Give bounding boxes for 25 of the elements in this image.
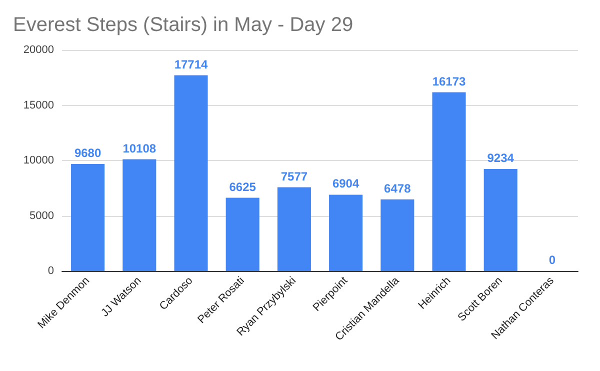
y-tick-label: 20000	[23, 44, 54, 56]
data-label: 6478	[384, 181, 412, 196]
data-label: 9680	[74, 146, 102, 160]
y-tick-label: 5000	[30, 210, 54, 222]
data-label: 9234	[487, 150, 514, 165]
y-tick-label: 0	[48, 265, 54, 277]
data-label: 17714	[174, 57, 208, 72]
bar	[329, 194, 363, 271]
data-label: 0	[548, 253, 556, 267]
bar	[380, 199, 414, 271]
data-label: 7577	[280, 169, 308, 184]
data-label: 10108	[122, 141, 156, 156]
bar	[122, 159, 156, 271]
bar	[484, 168, 518, 271]
bar	[226, 198, 260, 271]
data-label: 16173	[432, 74, 466, 88]
bar	[174, 75, 208, 271]
bar	[432, 92, 466, 271]
y-tick-label: 15000	[23, 99, 54, 112]
data-label: 6625	[229, 180, 256, 194]
bar	[277, 187, 311, 271]
data-label: 6904	[332, 176, 360, 191]
chart-title: Everest Steps (Stairs) in May - Day 29	[13, 14, 354, 36]
y-tick-label: 10000	[23, 154, 54, 166]
bar	[71, 164, 105, 271]
